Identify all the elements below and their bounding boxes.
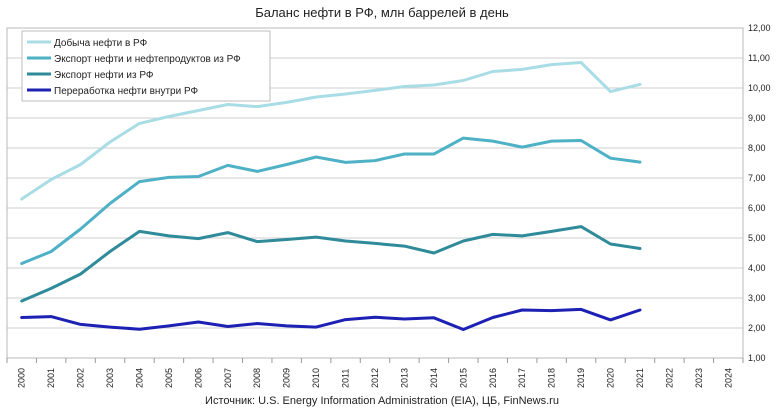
x-tick-label: 2020	[606, 368, 616, 388]
x-tick-label: 2005	[164, 368, 174, 388]
legend-label: Переработка нефти внутри РФ	[54, 85, 199, 97]
x-tick-label: 2013	[399, 368, 409, 388]
x-tick-label: 2019	[576, 368, 586, 388]
x-tick-label: 2024	[723, 368, 733, 388]
y-tick-label: 7,00	[748, 173, 766, 183]
x-tick-label: 2007	[223, 368, 233, 388]
series-line-2	[20, 136, 642, 265]
x-tick-label: 2016	[488, 368, 498, 388]
x-tick-label: 2010	[311, 368, 321, 388]
x-tick-label: 2008	[252, 368, 262, 388]
x-tick-label: 2001	[46, 368, 56, 388]
series-line-3	[20, 225, 642, 303]
x-tick-label: 2009	[282, 368, 292, 388]
x-tick-label: 2002	[76, 368, 86, 388]
y-tick-label: 2,00	[748, 323, 766, 333]
y-tick-label: 1,00	[748, 353, 766, 363]
x-tick-label: 2011	[341, 369, 351, 388]
chart-title: Баланс нефти в РФ, млн баррелей в день	[255, 5, 509, 20]
x-tick-label: 2003	[105, 368, 115, 388]
x-tick-label: 2000	[17, 368, 27, 388]
x-axis: 2000 2001 2002 2003 2004 2005 2006 2007 2008 2009…	[6, 358, 744, 388]
y-tick-label: 9,00	[748, 113, 766, 123]
y-tick-label: 6,00	[748, 203, 766, 213]
series-line-1	[20, 61, 642, 201]
x-tick-label: 2015	[458, 368, 468, 388]
y-tick-label: 10,00	[748, 83, 771, 93]
x-tick-label: 2014	[429, 368, 439, 388]
legend-label: Экспорт нефти и нефтепродуктов из РФ	[54, 53, 241, 65]
legend: Добыча нефти в РФ Экспорт нефти и нефтепр…	[21, 30, 271, 102]
x-tick-label: 2006	[193, 368, 203, 388]
y-axis: 1,00 2,00 3,00 4,00 5,00 6,00 7,00 8,00 9,00 10,0…	[748, 23, 771, 363]
y-tick-label: 8,00	[748, 143, 766, 153]
plot-area-border	[6, 27, 744, 359]
x-tick-label: 2004	[134, 368, 144, 388]
series-lines	[20, 61, 642, 331]
x-tick-label: 2012	[370, 368, 380, 388]
x-tick-label: 2017	[517, 368, 527, 388]
y-tick-label: 3,00	[748, 293, 766, 303]
y-tick-label: 4,00	[748, 263, 766, 273]
x-tick-label: 2023	[694, 368, 704, 388]
legend-box	[21, 30, 271, 102]
series-line-4	[20, 307, 642, 331]
legend-label: Экспорт нефти из РФ	[54, 69, 154, 81]
x-tick-label: 2018	[547, 368, 557, 388]
source-note: Источник: U.S. Energy Information Admini…	[205, 395, 559, 407]
y-tick-label: 12,00	[748, 23, 771, 33]
y-tick-label: 11,00	[748, 53, 770, 63]
y-tick-label: 5,00	[748, 233, 766, 243]
legend-label: Добыча нефти в РФ	[54, 37, 148, 49]
x-tick-label: 2021	[635, 368, 645, 388]
x-tick-label: 2022	[664, 368, 674, 388]
